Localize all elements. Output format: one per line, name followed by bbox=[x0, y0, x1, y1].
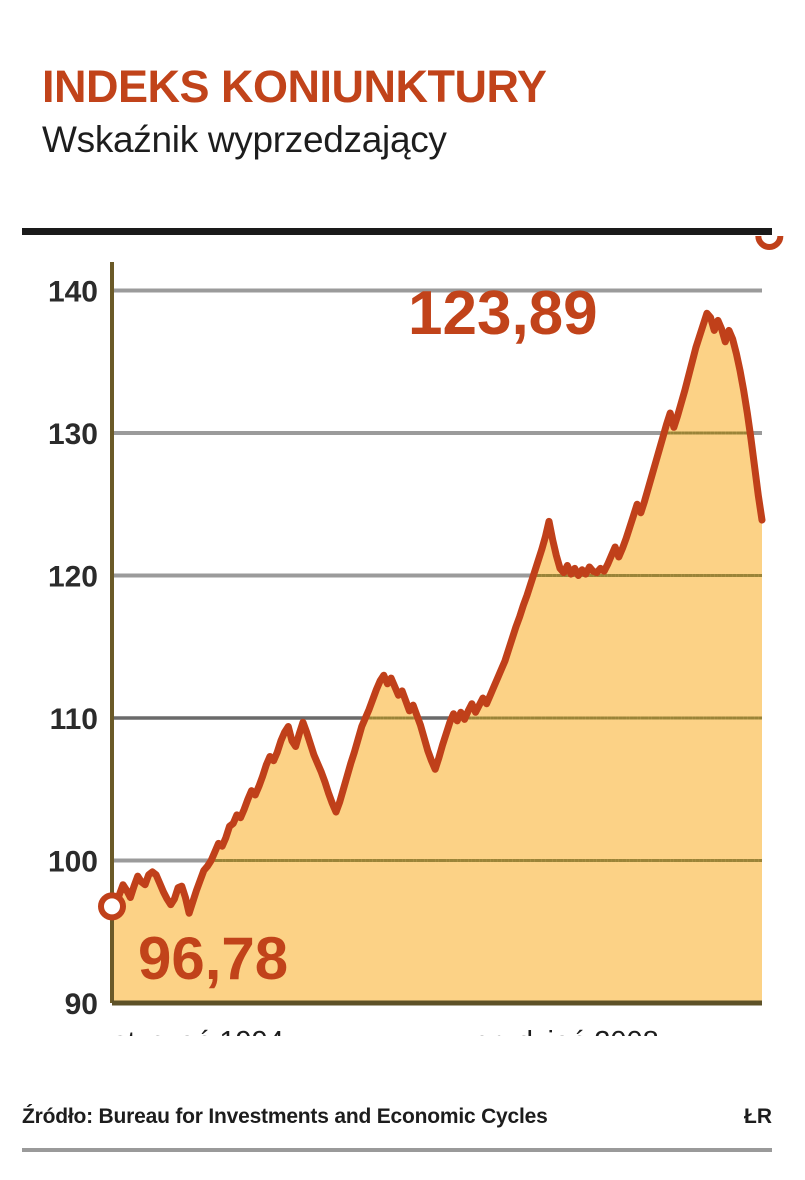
y-axis-tick-90: 90 bbox=[65, 988, 98, 1021]
endpoint-marker bbox=[98, 892, 126, 921]
y-axis-tick-130: 130 bbox=[48, 418, 98, 451]
end-value-label: 123,89 bbox=[408, 279, 598, 348]
axis-lines bbox=[110, 262, 762, 1006]
y-axis-tick-110: 110 bbox=[50, 703, 98, 736]
page-title: INDEKS KONIUNKTURY bbox=[42, 61, 547, 112]
y-axis-tick-140: 140 bbox=[48, 276, 98, 309]
source-note: Źródło: Bureau for Investments and Econo… bbox=[22, 1105, 548, 1128]
chart-area: 90 100 110 120 130 140 123,89 96,78 styczeń 1… bbox=[0, 236, 805, 1036]
header-divider bbox=[22, 228, 772, 235]
x-axis-label-end: grudzień 2008 bbox=[475, 1026, 659, 1036]
y-axis-tick-120: 120 bbox=[48, 561, 98, 594]
credit-initials: ŁR bbox=[744, 1105, 772, 1128]
footer: Źródło: Bureau for Investments and Econo… bbox=[22, 1105, 772, 1129]
y-axis-tick-100: 100 bbox=[48, 846, 98, 879]
start-value-label: 96,78 bbox=[138, 925, 288, 992]
series-line bbox=[108, 309, 766, 917]
x-axis-label-start: styczeń 1994 bbox=[113, 1026, 284, 1036]
area-fill bbox=[112, 313, 762, 1003]
page-subtitle: Wskaźnik wyprzedzający bbox=[42, 119, 447, 160]
endpoint-markers bbox=[98, 236, 784, 921]
y-axis-labels: 90 100 110 120 130 140 bbox=[48, 276, 98, 1022]
footer-divider bbox=[22, 1148, 772, 1152]
header: INDEKS KONIUNKTURY Wskaźnik wyprzedzając… bbox=[42, 62, 772, 162]
endpoint-marker bbox=[755, 236, 784, 250]
line-chart: 90 100 110 120 130 140 123,89 96,78 styczeń 1… bbox=[48, 236, 784, 1036]
